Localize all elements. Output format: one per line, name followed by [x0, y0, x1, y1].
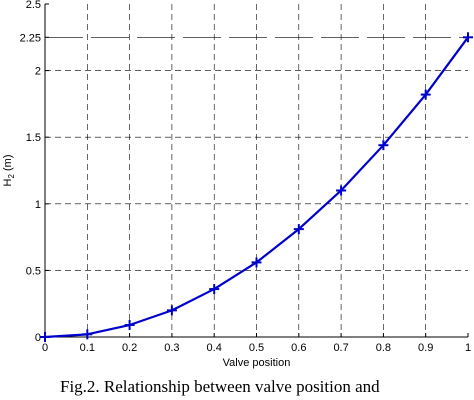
y-tick-label: 0 [35, 332, 41, 344]
x-tick-label: 0.7 [333, 342, 348, 354]
y-tick-label: 2.5 [26, 0, 41, 11]
x-axis-label: Valve position [223, 357, 291, 369]
data-point-marker [336, 185, 347, 196]
y-axis-label-unit: (m) [2, 155, 14, 175]
y-tick-label: 1 [35, 199, 41, 211]
data-point-marker [420, 89, 431, 100]
x-tick-label: 0.4 [207, 342, 222, 354]
y-axis-label-main: H [2, 178, 14, 186]
y-axis-ticks: 0 0.5 1 1.5 2 2.25 2.5 [20, 0, 49, 344]
x-tick-label: 0.2 [122, 342, 137, 354]
data-point-marker [378, 140, 389, 151]
data-point-marker [166, 305, 177, 316]
x-tick-label: 0.6 [291, 342, 306, 354]
data-point-marker [463, 32, 473, 43]
y-tick-label: 1.5 [26, 132, 41, 144]
y-tick-label: 2 [35, 66, 41, 78]
data-point-marker [209, 284, 220, 295]
x-tick-label: 0.8 [376, 342, 391, 354]
x-tick-label: 0 [42, 342, 48, 354]
y-axis-label-subscript: 2 [7, 174, 16, 179]
x-axis-ticks: 0 0.1 0.2 0.3 0.4 0.5 0.6 0.7 0.8 0.9 1 [42, 333, 471, 354]
data-point-marker [40, 332, 50, 342]
x-tick-label: 1 [465, 342, 471, 354]
data-point-marker [251, 257, 262, 268]
y-tick-label: 0.5 [26, 265, 41, 277]
x-tick-label: 0.5 [249, 342, 264, 354]
x-tick-label: 0.1 [80, 342, 95, 354]
x-tick-label: 0.9 [418, 342, 433, 354]
grid-lines [45, 4, 468, 337]
y-tick-label: 2.25 [20, 32, 41, 44]
y-axis-label: H2 (m) [2, 155, 16, 187]
figure-caption: Fig.2. Relationship between valve positi… [60, 377, 380, 396]
data-point-marker [82, 329, 93, 340]
data-point-marker [293, 224, 304, 235]
data-markers [40, 32, 473, 342]
x-tick-label: 0.3 [164, 342, 179, 354]
line-chart: 0 0.1 0.2 0.3 0.4 0.5 0.6 0.7 0.8 0.9 1 0 0.5 1 1.5 2 2… [2, 0, 473, 369]
data-point-marker [124, 320, 135, 331]
